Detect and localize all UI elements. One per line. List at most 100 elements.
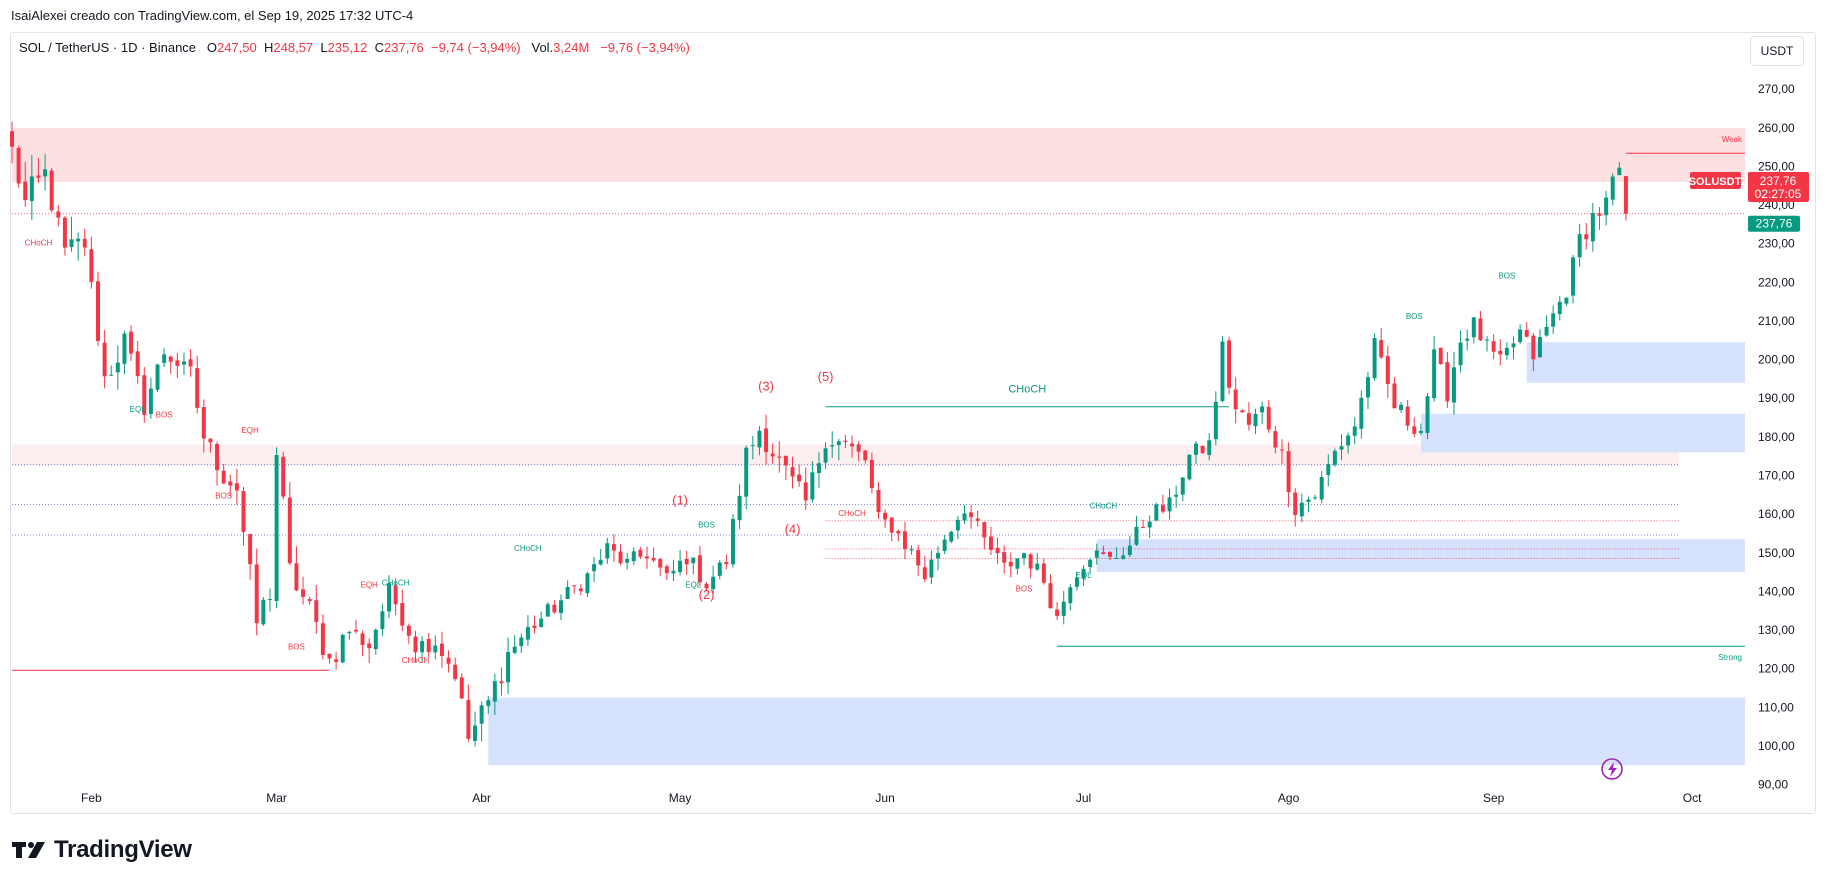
candle-down <box>234 483 239 491</box>
candle-up <box>261 599 266 625</box>
candle-up <box>473 725 477 742</box>
candle-up <box>1458 342 1463 366</box>
candle-up <box>43 169 48 177</box>
candle-down <box>1055 609 1060 616</box>
candle-up <box>1313 497 1318 499</box>
candle-up <box>1094 550 1099 558</box>
close-price-value: 237,76 <box>1756 217 1793 231</box>
candle-up <box>1571 257 1576 296</box>
candle-up <box>559 600 563 613</box>
demand-zone <box>1420 413 1745 453</box>
last-price-value: 237,76 <box>1760 174 1797 188</box>
candle-up <box>1088 559 1093 568</box>
candle-down <box>1246 413 1251 425</box>
chart-attribution: IsaiAlexei creado con TradingView.com, e… <box>11 8 414 23</box>
symbol-title[interactable]: SOL / TetherUS · 1D · Binance <box>19 40 197 55</box>
candle-down <box>1623 176 1628 214</box>
low-value: 235,12 <box>327 40 368 55</box>
candle-up <box>373 629 378 650</box>
close-price-tag <box>1748 215 1800 232</box>
elliott-wave-label: (2) <box>699 587 715 602</box>
brand-name: TradingView <box>54 836 192 863</box>
candle-up <box>1432 349 1437 399</box>
candle-down <box>790 467 795 477</box>
structure-label: EQL <box>685 581 702 590</box>
candle-up <box>1365 377 1370 398</box>
x-axis-tick: Sep <box>1483 791 1505 805</box>
chart-pane[interactable] <box>10 32 1816 814</box>
candle-down <box>1273 431 1278 448</box>
candle-down <box>10 131 14 147</box>
candle-up <box>1425 396 1430 433</box>
last-price-tag <box>1748 172 1809 202</box>
candle-down <box>995 547 1000 554</box>
candle-up <box>1326 464 1331 475</box>
tradingview-logo[interactable]: TradingView <box>12 836 192 864</box>
candle-up <box>1253 413 1258 427</box>
candle-up <box>1590 213 1595 242</box>
high-value: 248,57 <box>273 40 314 55</box>
candle-up <box>744 447 749 497</box>
y-axis-tick: 260,00 <box>1758 121 1795 135</box>
candle-down <box>803 482 808 501</box>
structure-label: BOS <box>1406 312 1423 321</box>
candle-up <box>69 239 74 248</box>
candle-down <box>102 342 107 377</box>
candle-up <box>737 495 742 521</box>
candle-down <box>1233 389 1238 410</box>
currency-button[interactable]: USDT <box>1750 36 1804 66</box>
candle-down <box>353 629 358 632</box>
candle-up <box>1081 568 1086 579</box>
candle-up <box>76 238 81 242</box>
x-axis-tick: Oct <box>1683 791 1702 805</box>
structure-label: BOS <box>1016 584 1033 593</box>
candle-up <box>1485 339 1490 341</box>
candle-down <box>1108 552 1112 557</box>
candle-down <box>1048 583 1053 609</box>
candle-down <box>215 444 220 471</box>
volume-change: −9,76 (−3,94%) <box>600 40 690 55</box>
candle-down <box>129 331 134 354</box>
candle-up <box>1451 367 1456 403</box>
candle-up <box>671 570 676 574</box>
choch-major-label: CHoCH <box>1008 384 1046 396</box>
candle-down <box>221 470 226 484</box>
candle-down <box>320 623 325 656</box>
candle-down <box>651 557 656 561</box>
candle-up <box>717 562 722 576</box>
candle-down <box>889 517 894 533</box>
volume-label: Vol. <box>531 40 554 55</box>
candle-down <box>777 456 782 458</box>
zone-strength-label: Strong <box>1718 653 1742 662</box>
x-axis-tick: Ago <box>1278 791 1300 805</box>
candle-down <box>56 211 61 218</box>
lightning-icon <box>1601 758 1623 780</box>
candle-up <box>380 611 385 630</box>
candle-up <box>823 448 828 463</box>
candle-up <box>1577 234 1582 258</box>
candle-up <box>1372 337 1377 379</box>
candle-up <box>830 445 835 447</box>
candle-up <box>1194 443 1198 455</box>
candle-up <box>1359 397 1364 429</box>
candle-down <box>697 555 702 583</box>
candle-up <box>486 700 491 706</box>
y-axis-tick: 230,00 <box>1758 237 1795 251</box>
candle-up <box>1610 176 1615 200</box>
close-label: C <box>374 40 385 55</box>
candle-up <box>730 519 735 565</box>
x-axis-tick: Jun <box>875 791 894 805</box>
candle-down <box>1584 234 1589 240</box>
candle-down <box>869 459 874 489</box>
candle-down <box>1392 383 1397 409</box>
candle-up <box>810 472 815 500</box>
candle-up <box>585 573 590 594</box>
candle-up <box>274 454 279 601</box>
x-axis-tick: Feb <box>81 791 102 805</box>
candle-down <box>301 589 306 597</box>
candle-up <box>109 374 114 376</box>
candle-up <box>115 362 120 373</box>
volume-value: 3,24M <box>553 40 590 55</box>
candle-up <box>519 637 524 647</box>
